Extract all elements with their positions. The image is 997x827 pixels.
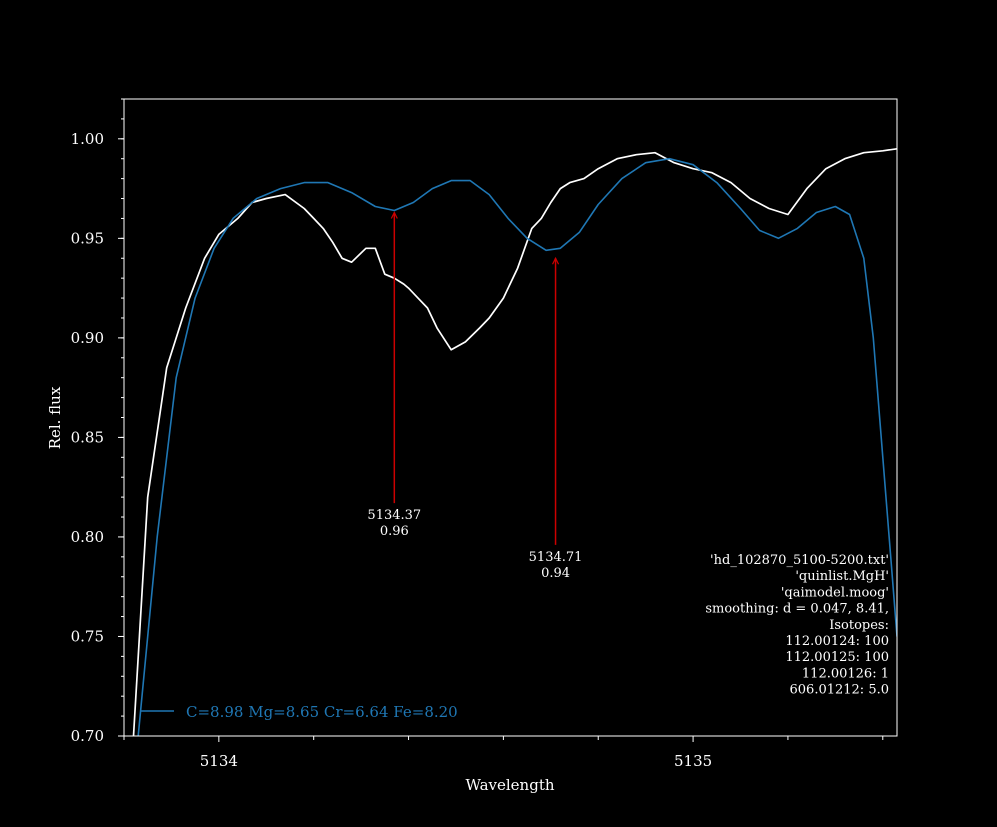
- y-tick-label: 0.80: [71, 528, 104, 546]
- legend: C=8.98 Mg=8.65 Cr=6.64 Fe=8.20: [140, 703, 458, 721]
- arrow-label-flux: 0.94: [541, 566, 570, 581]
- info-line: smoothing: d = 0.047, 8.41,: [705, 602, 889, 617]
- arrow-head: [552, 256, 560, 265]
- x-tick-label: 5135: [674, 752, 712, 770]
- info-line: 'quinlist.MgH': [795, 569, 889, 584]
- info-line: Isotopes:: [829, 618, 889, 633]
- arrow-label-flux: 0.96: [380, 524, 409, 539]
- y-tick-label: 0.95: [71, 229, 104, 247]
- axis-layer: 0.70 0.75 0.80 0.85 0.90 0.95 1.00 5134 5135: [71, 98, 884, 770]
- arrow-label-wavelength: 5134.71: [529, 550, 583, 565]
- series-line-observed: [132, 147, 897, 736]
- y-tick-label: 0.90: [71, 329, 104, 347]
- y-tick-label: 0.85: [71, 428, 104, 446]
- info-line: 112.00125: 100: [785, 650, 889, 665]
- arrow-head: [390, 211, 398, 219]
- x-axis-label: Wavelength: [465, 776, 554, 794]
- annotation-arrows: 5134.370.96 5134.710.94: [367, 211, 583, 581]
- legend-label: C=8.98 Mg=8.65 Cr=6.64 Fe=8.20: [186, 703, 458, 721]
- info-line: 112.00126: 1: [802, 666, 889, 681]
- info-line: 'qaimodel.moog': [781, 585, 889, 600]
- y-tick-label: 1.00: [71, 130, 104, 148]
- info-line: 'hd_102870_5100-5200.txt': [710, 553, 889, 568]
- y-tick-label: 0.75: [71, 627, 104, 645]
- y-axis-label: Rel. flux: [46, 386, 64, 449]
- series-layer: [132, 147, 897, 736]
- info-text-block: 'hd_102870_5100-5200.txt''quinlist.MgH''…: [705, 553, 889, 698]
- info-line: 112.00124: 100: [785, 634, 889, 649]
- y-tick-label: 0.70: [71, 727, 104, 745]
- series-line-model: [137, 157, 897, 736]
- x-tick-label: 5134: [200, 752, 238, 770]
- arrow-label-wavelength: 5134.37: [367, 508, 421, 523]
- info-line: 606.01212: 5.0: [790, 683, 890, 698]
